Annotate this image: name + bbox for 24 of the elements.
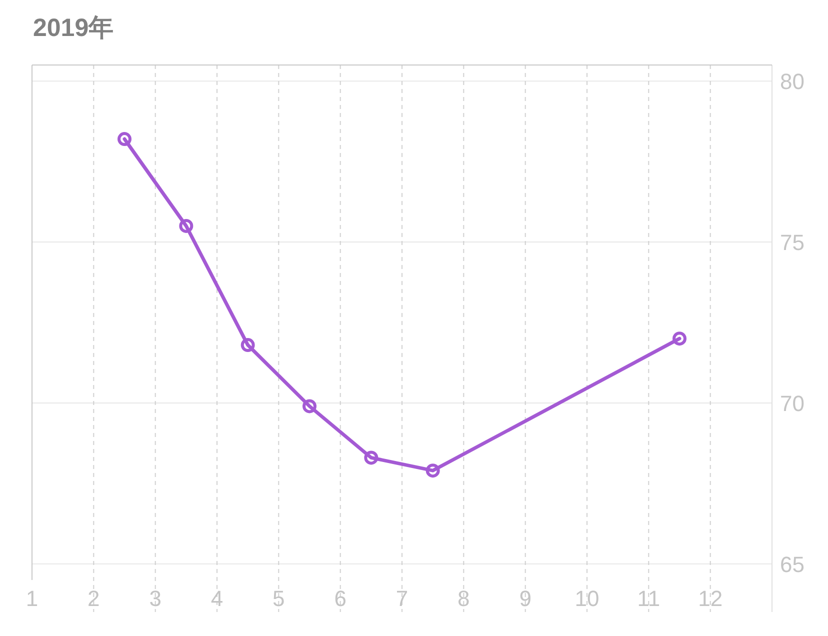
x-tick-label: 3 [149,586,162,611]
point [118,132,132,146]
x-tick-label: 11 [637,586,660,611]
point [672,332,686,346]
y-tick-label: 65 [780,552,804,577]
point [302,399,316,414]
x-tick-label: 8 [458,586,470,611]
x-tick-label: 7 [396,586,408,611]
point [426,464,440,478]
x-tick-label: 6 [334,586,346,611]
x-tick-label: 2 [88,586,100,611]
point [364,450,378,465]
x-tick-label: 1 [26,586,38,611]
x-tick-label: 4 [210,586,224,611]
chart-title: 2019年 [33,14,114,42]
y-tick-label: 75 [780,230,804,256]
x-tick-label: 5 [272,586,285,611]
y-tick-label: 70 [780,390,804,416]
x-tick-label: 10 [574,586,600,611]
y-tick-label: 80 [780,69,804,94]
x-tick-label: 12 [698,586,723,611]
point [179,218,194,233]
point [240,338,255,352]
x-tick-label: 9 [519,586,532,611]
